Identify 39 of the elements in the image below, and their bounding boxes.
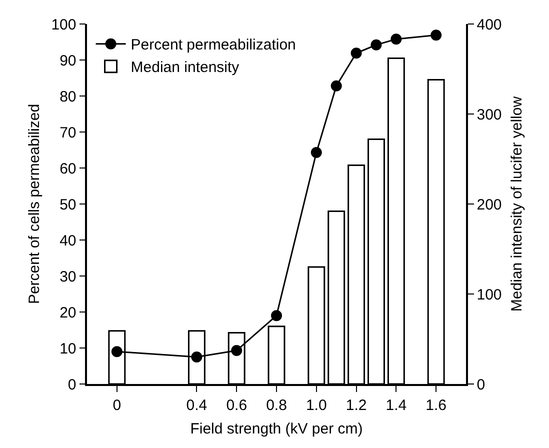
point (390, 34, 402, 45)
y-axis-title: Percent of cells permeabilized (26, 104, 43, 304)
y2-tick-label: 0 (476, 376, 486, 394)
point (191, 352, 202, 362)
x-tick-label: 1.2 (346, 396, 367, 414)
y-tick-label: 50 (60, 196, 76, 214)
y-tick-label: 20 (60, 304, 76, 322)
point (271, 310, 282, 322)
y-tick-label: 60 (60, 160, 76, 178)
point (350, 48, 362, 59)
x-axis-title: Field strength (kV per cm) (190, 420, 363, 438)
legend-label: Median intensity (130, 59, 240, 76)
y2-tick-label: 100 (476, 286, 502, 304)
point (430, 30, 442, 41)
legend-label: Percent permeabilization (130, 36, 296, 54)
x-tick-label: 0.8 (266, 396, 287, 414)
y-tick-label: 100 (51, 16, 76, 34)
y-tick-label: 30 (60, 268, 76, 286)
y2-tick-label: 400 (476, 16, 502, 34)
x-tick-label: 1.4 (386, 396, 407, 414)
y-tick-label: 80 (60, 88, 76, 106)
point (330, 80, 342, 92)
x-tick-label: 1.0 (306, 396, 327, 414)
x-tick-label: 0.6 (226, 396, 248, 414)
y2-axis-title: Median intensity of lucifer yellow (508, 96, 526, 312)
x-tick-label: 0 (112, 396, 122, 414)
y-tick-label: 90 (60, 52, 76, 70)
point (111, 346, 122, 358)
x-tick-label: 1.6 (426, 396, 447, 414)
y2-tick-label: 200 (476, 196, 502, 214)
point (231, 345, 242, 356)
y-tick-label: 0 (68, 376, 76, 394)
point (310, 147, 322, 158)
y-tick-label: 70 (60, 124, 76, 142)
x-tick-label: 0.4 (186, 396, 208, 414)
y-tick-label: 40 (60, 232, 76, 250)
y2-tick-label: 300 (476, 106, 502, 124)
y-tick-label: 10 (60, 340, 76, 358)
point (370, 39, 382, 50)
